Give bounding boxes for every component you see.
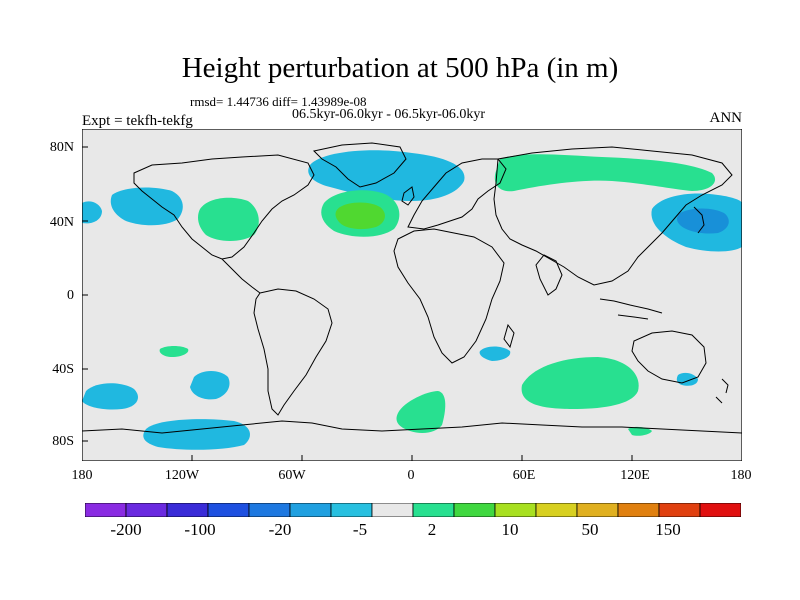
madagascar-coastline (503, 323, 515, 349)
lat-label-80n: 80N (49, 140, 74, 155)
stats-text: rmsd= 1.44736 diff= 1.43989e-08 (190, 94, 367, 109)
greenland-negative-region (308, 150, 465, 201)
south-atlantic-positive-region (396, 391, 446, 433)
colorbar-swatch (453, 503, 496, 517)
south-pacific-negative-far-west (82, 383, 138, 410)
map-title: Height perturbation at 500 hPa (in m) (181, 52, 619, 84)
uk-coastline (401, 186, 415, 206)
greenland-coastline (312, 142, 407, 188)
colorbar-swatch (207, 503, 250, 517)
australia-coastline (631, 330, 707, 384)
india-coastline (535, 254, 563, 296)
colorbar-swatch (617, 503, 660, 517)
siberia-positive-region (494, 154, 716, 192)
contour-fills (82, 150, 742, 450)
colorbar-label-neg100: -100 (184, 520, 216, 539)
north-atlantic-positive-core (335, 202, 385, 230)
indonesia-coastline (599, 298, 663, 320)
lon-label-60e: 60E (512, 468, 536, 483)
lon-label-60w: 60W (278, 468, 306, 483)
season-label: ANN (709, 110, 743, 126)
colorbar-swatch (412, 503, 455, 517)
axis-ticks (82, 146, 633, 461)
experiment-label: Expt = tekfh-tekfg (82, 113, 193, 129)
coastlines (82, 142, 742, 434)
colorbar-label-neg200: -200 (110, 520, 142, 539)
south-america-coastline (253, 288, 333, 416)
africa-coastline (393, 228, 505, 364)
colorbar-swatch (658, 503, 701, 517)
south-indian-positive-region (521, 357, 639, 409)
colorbar-swatch (535, 503, 578, 517)
antarctica-coastline (82, 420, 742, 434)
colorbar-swatch (166, 503, 209, 517)
lon-label-120e: 120E (620, 468, 650, 483)
europe-coastline (407, 158, 507, 230)
south-pacific-negative-west (190, 371, 230, 400)
asia-coastline (493, 146, 733, 286)
colorbar-swatch (699, 503, 741, 517)
colorbar-label-neg5: -5 (352, 520, 368, 539)
colorbar-label-10: 10 (501, 520, 519, 539)
colorbar-swatch (576, 503, 619, 517)
colorbar-swatch (494, 503, 537, 517)
lat-label-40s: 40S (52, 362, 74, 377)
south-pacific-small-positive-east (628, 426, 652, 436)
colorbar (85, 503, 741, 517)
north-pacific-negative-region (110, 187, 183, 226)
new-zealand-coastline (715, 378, 729, 404)
japan-coastline (693, 206, 705, 234)
colorbar-swatch (289, 503, 332, 517)
colorbar-swatch (248, 503, 291, 517)
south-atlantic-small-negative (479, 346, 511, 361)
south-pacific-small-positive (159, 346, 189, 357)
north-america-coastline (133, 154, 315, 260)
lon-label-180e: 180 (730, 468, 752, 483)
period-text: 06.5kyr-06.0kyr - 06.5kyr-06.0kyr (292, 107, 486, 122)
north-america-positive-region (198, 197, 259, 241)
colorbar-swatch (125, 503, 168, 517)
lon-label-0: 0 (407, 468, 415, 483)
colorbar-swatch (371, 503, 414, 517)
colorbar-label-150: 150 (655, 520, 681, 539)
antarctic-negative-region (143, 419, 250, 450)
west-edge-negative-region (82, 201, 102, 224)
lat-label-eq: 0 (67, 288, 74, 303)
lat-label-80s: 80S (52, 434, 74, 449)
colorbar-label-2: 2 (427, 520, 437, 539)
central-america-coastline (221, 258, 261, 294)
lon-label-120w: 120W (164, 468, 200, 483)
colorbar-label-neg20: -20 (268, 520, 292, 539)
lon-label-180w: 180 (71, 468, 93, 483)
colorbar-label-50: 50 (581, 520, 599, 539)
colorbar-swatch (85, 503, 127, 517)
colorbar-swatch (330, 503, 373, 517)
world-map-plot (82, 129, 742, 461)
lat-label-40n: 40N (49, 215, 74, 230)
